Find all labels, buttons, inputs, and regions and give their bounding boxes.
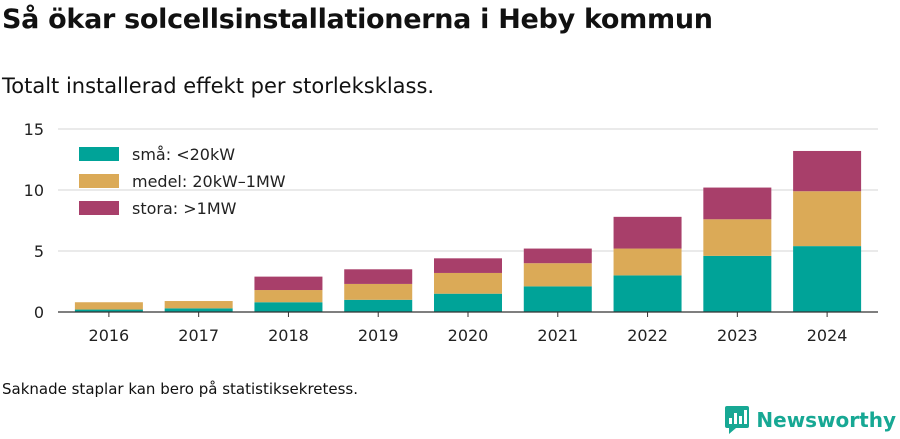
legend: små: <20kW medel: 20kW–1MW stora: >1MW [79, 145, 286, 218]
y-tick-label: 0 [34, 303, 44, 322]
bar-segment [523, 263, 592, 287]
y-axis-ticks: 0 5 10 15 [24, 120, 44, 322]
newsworthy-logo-icon [725, 406, 750, 434]
bar-segment [164, 301, 233, 309]
legend-label: stora: >1MW [132, 199, 237, 218]
bar-segment [613, 216, 682, 249]
bar-segment [254, 290, 323, 303]
bar-segment [74, 302, 143, 310]
x-tick-label: 2021 [537, 326, 578, 345]
bar-segment [344, 283, 413, 300]
bar-segment [434, 293, 502, 312]
bar-segment [434, 272, 502, 294]
x-tick-label: 2020 [448, 326, 489, 345]
legend-swatch [79, 147, 119, 161]
y-tick-label: 5 [34, 242, 44, 261]
footnote: Saknade staplar kan bero på statistiksek… [2, 380, 359, 398]
bar-segment [74, 309, 143, 312]
bar-segment [703, 255, 772, 312]
bars [74, 150, 862, 312]
legend-label: små: <20kW [132, 145, 235, 164]
bar-segment [793, 246, 862, 312]
brand: Newsworthy [724, 405, 896, 435]
legend-swatch [79, 201, 119, 215]
x-tick-label: 2023 [717, 326, 758, 345]
bar-segment [703, 187, 772, 220]
x-tick-label: 2019 [358, 326, 399, 345]
bar-segment [344, 269, 413, 284]
bar-segment [523, 248, 592, 264]
bar-segment [613, 275, 682, 312]
bar-segment [703, 219, 772, 256]
bar-segment [254, 302, 323, 312]
bar-segment [793, 191, 862, 247]
x-tick-label: 2022 [627, 326, 668, 345]
bar-segment [793, 150, 862, 192]
chart-subtitle: Totalt installerad effekt per storlekskl… [2, 74, 435, 98]
chart-title: Så ökar solcellsinstallationerna i Heby … [2, 4, 713, 35]
bar-segment [344, 299, 413, 312]
legend-label: medel: 20kW–1MW [132, 172, 286, 191]
bar-segment [523, 286, 592, 312]
bar-segment [164, 308, 233, 312]
x-axis-ticks: 2016 2017 2018 2019 2020 2021 2022 2023 2024 [89, 312, 848, 345]
y-tick-label: 15 [24, 120, 44, 139]
y-tick-label: 10 [24, 181, 44, 200]
x-tick-label: 2016 [89, 326, 130, 345]
x-tick-label: 2017 [178, 326, 219, 345]
bar-segment [254, 276, 323, 291]
x-tick-label: 2018 [268, 326, 309, 345]
x-tick-label: 2024 [807, 326, 848, 345]
brand-name: Newsworthy [756, 408, 896, 432]
legend-swatch [79, 174, 119, 188]
bar-segment [434, 258, 502, 273]
bar-segment [613, 248, 682, 276]
